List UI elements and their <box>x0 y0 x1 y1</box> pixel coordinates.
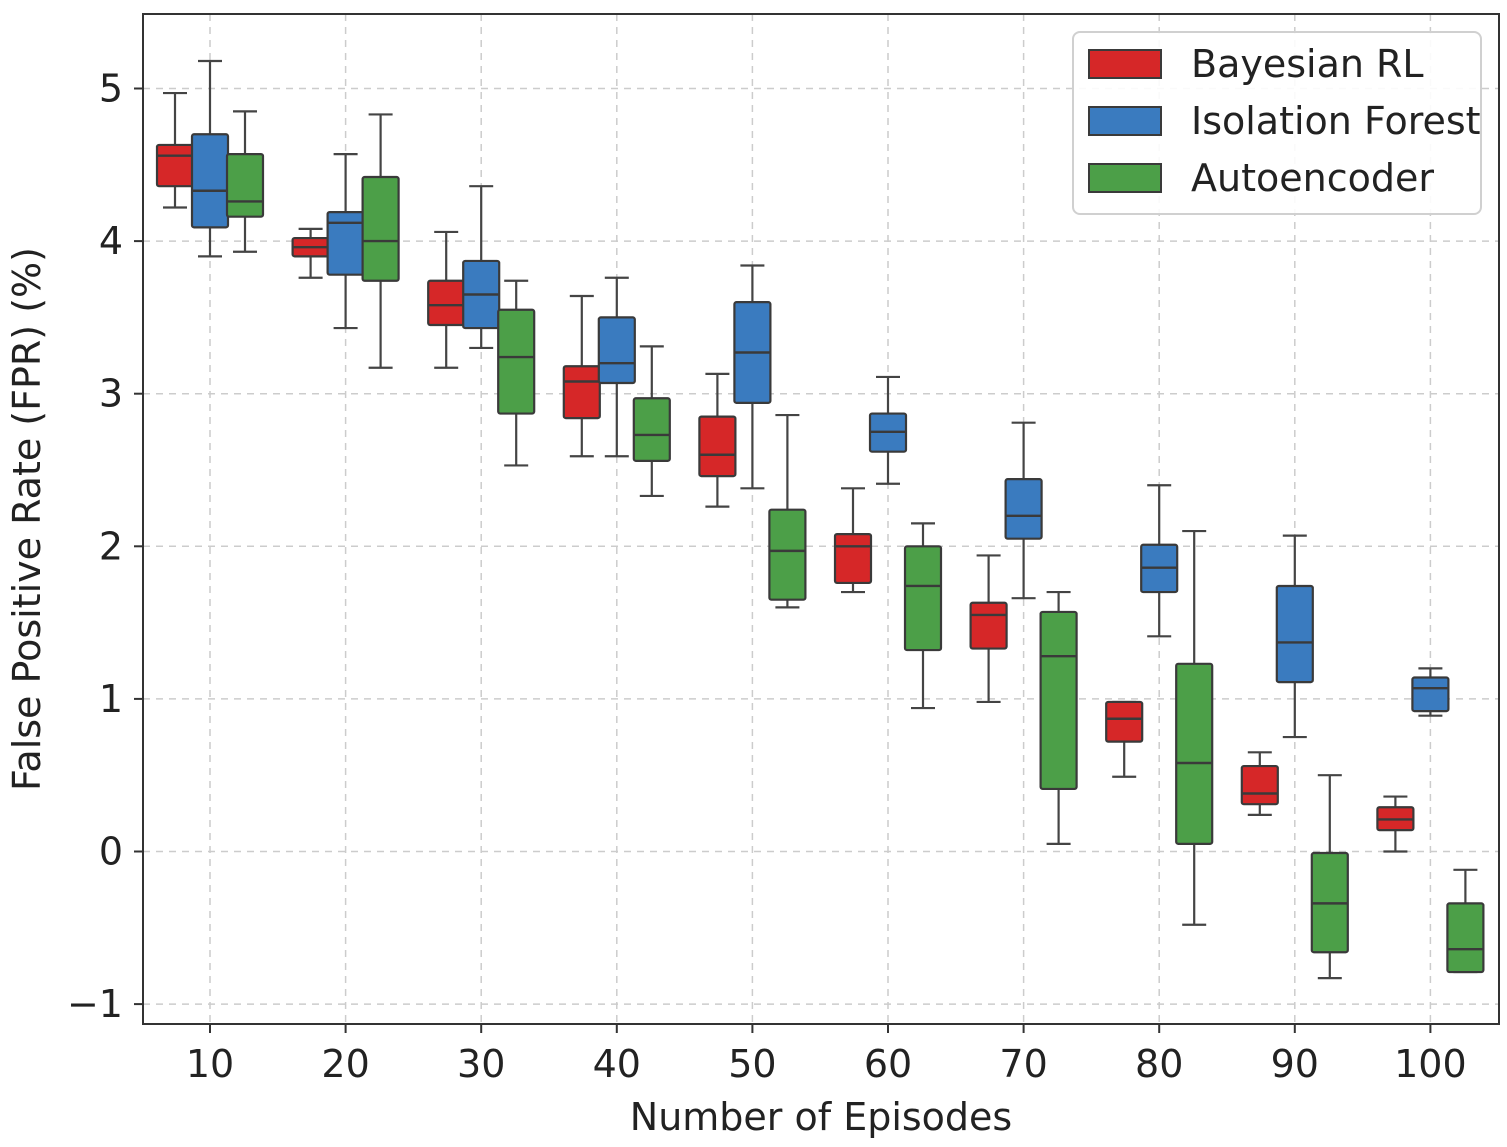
box-series <box>155 59 1485 980</box>
x-tick-label: 20 <box>321 1042 369 1086</box>
box <box>326 211 365 276</box>
box-group <box>833 487 873 594</box>
box-group <box>1039 590 1078 845</box>
legend-label: Isolation Forest <box>1191 99 1481 143</box>
box-group <box>427 230 466 369</box>
legend: Bayesian RL Isolation Forest Autoencoder <box>1072 31 1482 215</box>
box <box>1411 676 1450 713</box>
y-tick-label: −1 <box>67 982 123 1026</box>
y-tick-label: 3 <box>99 372 123 416</box>
legend-label: Autoencoder <box>1191 156 1434 200</box>
x-tick-label: 90 <box>1271 1042 1319 1086</box>
axis-ticks: −1 0 1 2 3 4 5 10 20 30 40 50 60 70 80 90 100 <box>67 67 1467 1087</box>
box <box>768 508 807 601</box>
x-tick-label: 50 <box>728 1042 776 1086</box>
x-tick-label: 40 <box>593 1042 641 1086</box>
box <box>155 143 195 188</box>
box-group <box>291 227 330 279</box>
legend-frame <box>1072 31 1482 215</box>
box <box>833 532 873 585</box>
x-tick-label: 70 <box>999 1042 1047 1086</box>
box-group <box>733 264 772 490</box>
box-group <box>1446 868 1485 974</box>
box-group <box>868 375 908 485</box>
box-group <box>155 91 195 209</box>
box-group <box>632 345 671 498</box>
box <box>1004 478 1043 540</box>
box <box>361 175 400 282</box>
x-tick-label: 10 <box>186 1042 234 1086</box>
box <box>1175 662 1214 845</box>
box-group <box>497 279 536 467</box>
series-isolation-forest <box>190 59 1450 739</box>
box <box>1446 902 1485 974</box>
series-bayesian-rl <box>155 91 1415 853</box>
legend-swatch <box>1088 49 1162 79</box>
box <box>497 308 536 415</box>
box-group <box>1105 700 1144 778</box>
box <box>225 153 265 218</box>
box-group <box>597 276 636 458</box>
box <box>1105 700 1144 743</box>
box <box>698 415 737 478</box>
box <box>969 601 1008 650</box>
box-group <box>1310 774 1349 980</box>
y-axis-label: False Positive Rate (FPR) (%) <box>5 247 49 791</box>
box-group <box>326 153 365 330</box>
box-group <box>225 110 265 253</box>
box-group <box>562 294 601 458</box>
box-group <box>1240 751 1279 816</box>
box-group <box>1175 529 1214 926</box>
box <box>1240 764 1279 806</box>
box <box>597 316 636 385</box>
x-axis-label: Number of Episodes <box>630 1095 1012 1139</box>
y-tick-label: 0 <box>99 830 123 874</box>
box-group <box>1004 421 1043 600</box>
y-tick-label: 4 <box>99 219 123 263</box>
box-group <box>768 413 807 609</box>
box-group <box>1376 795 1415 853</box>
box <box>1039 610 1078 791</box>
y-tick-label: 5 <box>99 67 123 111</box>
x-tick-label: 60 <box>864 1042 912 1086</box>
box-group <box>462 185 501 350</box>
legend-label: Bayesian RL <box>1191 42 1424 86</box>
x-tick-label: 30 <box>457 1042 505 1086</box>
legend-swatch <box>1088 163 1162 193</box>
legend-swatch <box>1088 106 1162 136</box>
box <box>562 365 601 420</box>
box <box>632 397 671 462</box>
grid <box>143 14 1499 1024</box>
x-tick-label: 80 <box>1135 1042 1183 1086</box>
box <box>427 279 466 327</box>
box-group <box>903 522 943 710</box>
box-group <box>1411 667 1450 717</box>
y-tick-label: 1 <box>99 677 123 721</box>
x-tick-label: 100 <box>1394 1042 1467 1086</box>
y-tick-label: 2 <box>99 524 123 568</box>
box-group <box>1275 534 1314 739</box>
series-autoencoder <box>225 110 1485 980</box>
box <box>1275 584 1314 684</box>
box-group <box>361 113 400 369</box>
box <box>903 545 943 652</box>
box <box>190 133 230 229</box>
box-group <box>1140 484 1179 638</box>
box-group <box>190 59 230 258</box>
box-group <box>698 372 737 508</box>
box-group <box>969 554 1008 704</box>
plot-frame <box>142 13 1500 1025</box>
